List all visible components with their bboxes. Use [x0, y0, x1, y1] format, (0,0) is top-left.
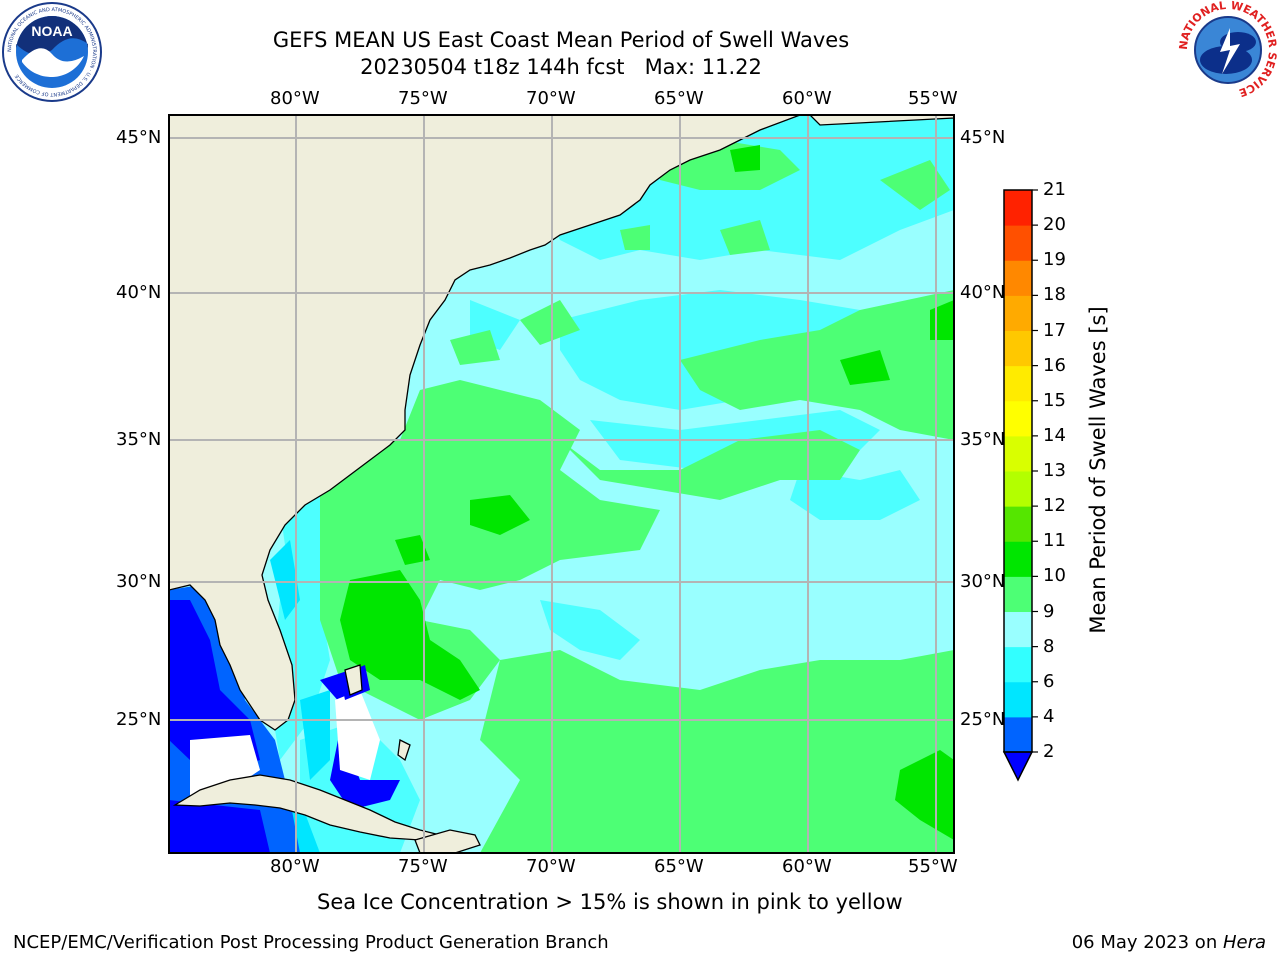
- map-area: [169, 115, 954, 853]
- lon-label-bottom-75w: 75°W: [398, 856, 448, 877]
- lon-label-bottom-60w: 60°W: [782, 856, 832, 877]
- host-name: Hera: [1222, 932, 1266, 953]
- colorbar-tick-label: 18: [1043, 284, 1066, 306]
- colorbar-tick-label: 11: [1043, 530, 1066, 552]
- colorbar-tick-label: 20: [1043, 214, 1066, 236]
- map-frame: [168, 114, 955, 854]
- credit-line: NCEP/EMC/Verification Post Processing Pr…: [13, 932, 609, 953]
- colorbar-under-arrow: [1002, 751, 1034, 782]
- colorbar-segment: [1004, 576, 1032, 613]
- chart-title: GEFS MEAN US East Coast Mean Period of S…: [272, 28, 850, 52]
- colorbar-tick-label: 6: [1043, 670, 1055, 692]
- bahamas-island-2: [397, 739, 411, 762]
- lon-label-bottom-70w: 70°W: [526, 856, 576, 877]
- colorbar-tick-label: 10: [1043, 565, 1066, 587]
- colorbar-tick-label: 19: [1043, 249, 1066, 271]
- colorbar-label: Mean Period of Swell Waves [s]: [1086, 306, 1110, 634]
- sea-ice-note: Sea Ice Concentration > 15% is shown in …: [317, 890, 903, 914]
- lat-label-left-35n: 35°N: [116, 429, 162, 450]
- colorbar-tick-label: 8: [1043, 635, 1055, 657]
- colorbar-segment: [1004, 295, 1032, 332]
- colorbar-segment: [1004, 190, 1032, 226]
- colorbar-tick-label: 14: [1043, 424, 1066, 446]
- colorbar-tick-label: 13: [1043, 460, 1066, 481]
- colorbar-segment: [1004, 716, 1032, 753]
- colorbar: [1002, 189, 1038, 782]
- colorbar-segment: [1004, 506, 1032, 542]
- colorbar-segment: [1004, 541, 1032, 577]
- land: [169, 115, 954, 853]
- lat-label-left-25n: 25°N: [116, 709, 162, 730]
- lat-label-right-30n: 30°N: [960, 571, 1006, 592]
- lon-label-bottom-55w: 55°W: [908, 856, 958, 877]
- lon-label-top-65w: 65°W: [654, 88, 704, 109]
- colorbar-segment: [1004, 400, 1032, 437]
- us-mainland: [169, 115, 801, 731]
- lon-label-bottom-65w: 65°W: [654, 856, 704, 877]
- lon-label-top-75w: 75°W: [398, 88, 448, 109]
- lat-label-right-35n: 35°N: [960, 429, 1006, 450]
- lat-label-left-45n: 45°N: [116, 127, 162, 148]
- colorbar-tick-label: 16: [1043, 354, 1066, 376]
- colorbar-segment: [1004, 435, 1032, 472]
- colorbar-segment: [1004, 225, 1032, 261]
- colorbar-segment: [1004, 611, 1032, 648]
- colorbar-segment: [1004, 330, 1032, 367]
- lat-label-right-40n: 40°N: [960, 282, 1006, 303]
- chart-subtitle: 20230504 t18z 144h fcst Max: 11.22: [360, 55, 762, 79]
- colorbar-tick-label: 9: [1043, 600, 1055, 622]
- colorbar-segment: [1004, 365, 1032, 402]
- lon-label-bottom-80w: 80°W: [270, 856, 320, 877]
- period-10-11-regions: [340, 145, 954, 840]
- date-text: 06 May 2023 on: [1071, 932, 1223, 953]
- nova-scotia-edge: [809, 115, 954, 126]
- colorbar-tick-label: 17: [1043, 319, 1066, 341]
- colorbar-segment: [1004, 681, 1032, 718]
- colorbar-tick-label: 21: [1043, 179, 1066, 200]
- nws-logo: NATIONAL WEATHER SERVICE: [1177, 0, 1279, 99]
- colorbar-segment: [1004, 646, 1032, 683]
- colorbar-tick-label: 12: [1043, 495, 1066, 517]
- lon-label-top-80w: 80°W: [270, 88, 320, 109]
- lat-label-right-25n: 25°N: [960, 709, 1006, 730]
- lat-label-left-30n: 30°N: [116, 571, 162, 592]
- hispaniola: [414, 829, 481, 853]
- colorbar-tick-label: 2: [1043, 741, 1055, 762]
- lon-label-top-60w: 60°W: [782, 88, 832, 109]
- noaa-logo-text: NOAA: [31, 23, 72, 39]
- bahamas-island: [344, 664, 363, 696]
- colorbar-segment: [1004, 260, 1032, 296]
- lat-label-right-45n: 45°N: [960, 127, 1006, 148]
- lat-label-left-40n: 40°N: [116, 282, 162, 303]
- lon-label-top-55w: 55°W: [908, 88, 958, 109]
- colorbar-tick-label: 15: [1043, 389, 1066, 411]
- colorbar-tick-label: 4: [1043, 705, 1055, 727]
- date-line: 06 May 2023 on Hera: [1072, 932, 1266, 953]
- noaa-logo: NOAA NATIONAL OCEANIC AND ATMOSPHERIC AD…: [2, 2, 102, 102]
- graticule: [169, 115, 954, 853]
- lon-label-top-70w: 70°W: [526, 88, 576, 109]
- colorbar-segment: [1004, 471, 1032, 507]
- period-9-10-regions: [320, 140, 954, 853]
